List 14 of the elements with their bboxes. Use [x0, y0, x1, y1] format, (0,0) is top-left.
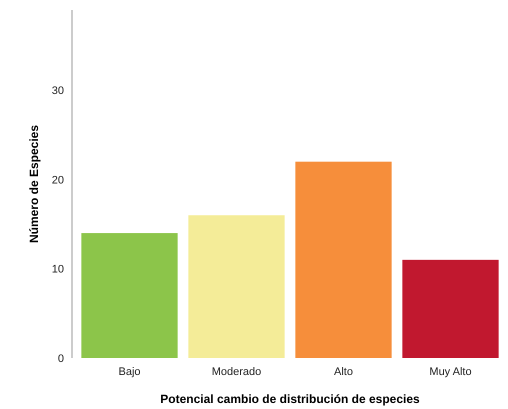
x-tick-label: Moderado [212, 366, 262, 378]
x-tick-label: Alto [334, 366, 353, 378]
bar [81, 233, 178, 358]
y-tick-label: 0 [58, 352, 64, 365]
bar [295, 162, 392, 358]
y-axis-title: Número de Especies [27, 124, 41, 244]
y-tick-label: 20 [52, 174, 64, 186]
x-axis-title: Potencial cambio de distribución de especies [160, 392, 420, 406]
x-tick-label: Muy Alto [429, 366, 472, 378]
bar [402, 260, 499, 358]
x-tick-label: Bajo [118, 366, 141, 378]
y-tick-label: 10 [52, 264, 64, 276]
bar [188, 215, 285, 358]
y-tick-label: 30 [52, 85, 64, 98]
